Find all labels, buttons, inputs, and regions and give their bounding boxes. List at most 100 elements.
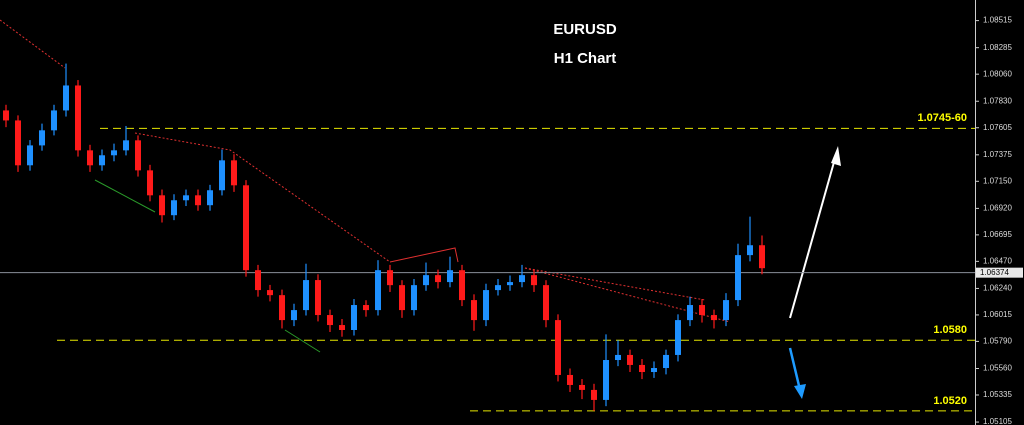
candle-body	[87, 150, 93, 166]
candle-body	[675, 320, 681, 355]
candle-body	[207, 190, 213, 206]
candle-body	[327, 315, 333, 326]
down-arrow	[788, 347, 802, 391]
y-tick-label: 1.06470	[983, 256, 1012, 265]
chart-subtitle: H1 Chart	[554, 50, 617, 67]
trend-line	[524, 267, 731, 323]
candle-body	[399, 285, 405, 311]
candles	[3, 63, 765, 411]
candle-body	[339, 325, 345, 330]
candle-body	[231, 160, 237, 186]
trend-line	[94, 179, 156, 213]
candle-body	[411, 285, 417, 311]
y-tick-label: 1.07150	[983, 176, 1012, 185]
candle-body	[27, 145, 33, 166]
trend-lines	[0, 19, 731, 353]
candle-body	[15, 120, 21, 166]
y-tick-label: 1.06240	[983, 284, 1012, 293]
trend-line	[134, 132, 391, 263]
candle-body	[219, 160, 225, 191]
y-tick-label: 1.05790	[983, 337, 1012, 346]
y-tick-label: 1.05105	[983, 417, 1012, 425]
candle-body	[351, 305, 357, 330]
price-tag	[976, 267, 1023, 278]
arrow-head	[794, 384, 806, 399]
up-arrow	[789, 154, 837, 319]
candle-body	[159, 195, 165, 216]
level-label: 1.0520	[933, 395, 967, 407]
candle-body	[651, 368, 657, 373]
y-tick-label: 1.05335	[983, 390, 1012, 399]
candle-body	[111, 150, 117, 156]
candle-body	[267, 290, 273, 296]
candle-body	[663, 354, 669, 369]
y-tick-label: 1.08515	[983, 16, 1012, 25]
trend-line	[524, 267, 706, 301]
level-label: 1.0580	[933, 324, 967, 336]
candle-body	[171, 200, 177, 216]
level-label: 1.0745-60	[917, 112, 967, 124]
candle-body	[387, 270, 393, 286]
candle-body	[459, 270, 465, 301]
candle-body	[747, 245, 753, 256]
candle-body	[51, 110, 57, 131]
y-tick-label: 1.06695	[983, 230, 1012, 239]
trend-line	[284, 329, 321, 353]
candle-body	[639, 364, 645, 373]
candle-body	[39, 130, 45, 146]
arrow-head	[831, 146, 841, 166]
chart-title: EURUSD	[553, 21, 617, 38]
candle-body	[591, 389, 597, 400]
candle-body	[123, 140, 129, 151]
trend-line	[389, 247, 459, 263]
candle-body	[195, 195, 201, 206]
candle-body	[447, 270, 453, 283]
candle-body	[531, 275, 537, 286]
candle-body	[687, 305, 693, 321]
candle-body	[255, 270, 261, 291]
candle-body	[615, 354, 621, 361]
candle-body	[3, 110, 9, 121]
trend-line	[0, 19, 66, 69]
y-tick-label: 1.08285	[983, 43, 1012, 52]
candle-body	[603, 360, 609, 400]
candle-body	[627, 354, 633, 365]
candle-body	[183, 195, 189, 201]
candle-body	[555, 320, 561, 375]
y-tick-label: 1.05560	[983, 364, 1012, 373]
y-tick-label: 1.06015	[983, 310, 1012, 319]
candle-body	[711, 315, 717, 321]
candle-body	[363, 305, 369, 311]
y-tick-label: 1.07375	[983, 150, 1012, 159]
candle-body	[63, 85, 69, 111]
candle-body	[99, 155, 105, 166]
candle-body	[423, 275, 429, 286]
candle-body	[135, 140, 141, 171]
candle-body	[543, 285, 549, 321]
candle-body	[567, 374, 573, 385]
current-price-label: 1.06374	[980, 268, 1009, 277]
y-tick-label: 1.07605	[983, 123, 1012, 132]
candle-body	[579, 384, 585, 390]
arrows	[788, 146, 841, 399]
candle-body	[243, 185, 249, 271]
y-tick-label: 1.06920	[983, 203, 1012, 212]
candle-body	[759, 245, 765, 269]
candle-body	[279, 295, 285, 321]
candle-body	[507, 282, 513, 286]
y-tick-label: 1.07830	[983, 96, 1012, 105]
candle-body	[471, 300, 477, 321]
candle-body	[315, 280, 321, 316]
candle-body	[483, 290, 489, 321]
candle-body	[519, 275, 525, 283]
candle-body	[735, 255, 741, 301]
candle-body	[291, 310, 297, 321]
y-tick-label: 1.08060	[983, 69, 1012, 78]
candle-body	[723, 300, 729, 321]
candle-body	[147, 170, 153, 196]
candle-body	[75, 85, 81, 151]
candle-body	[495, 285, 501, 291]
